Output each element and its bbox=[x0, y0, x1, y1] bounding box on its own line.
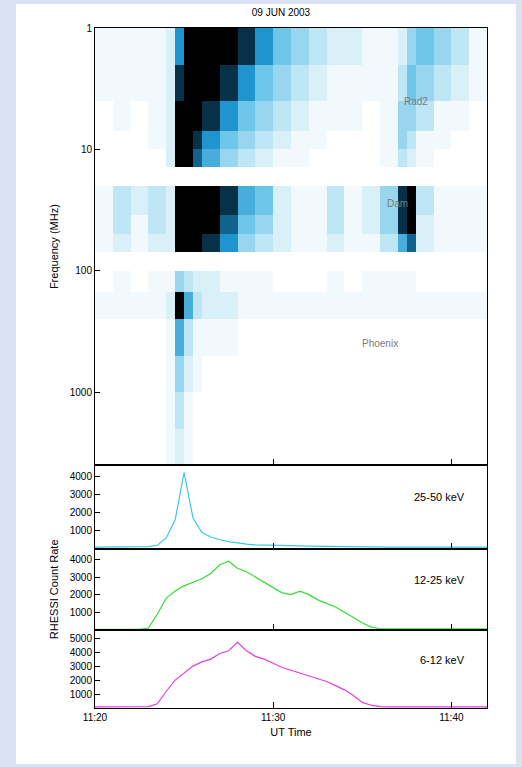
svg-text:2000: 2000 bbox=[70, 507, 93, 518]
svg-text:1000: 1000 bbox=[70, 607, 93, 618]
svg-text:25-50 keV: 25-50 keV bbox=[414, 491, 465, 503]
svg-text:3000: 3000 bbox=[70, 572, 93, 583]
svg-text:1000: 1000 bbox=[70, 689, 93, 700]
svg-text:10: 10 bbox=[81, 144, 93, 155]
svg-text:6-12 keV: 6-12 keV bbox=[420, 654, 465, 666]
svg-text:RHESSI Count Rate: RHESSI Count Rate bbox=[48, 540, 60, 640]
svg-text:100: 100 bbox=[75, 265, 92, 276]
svg-text:1000: 1000 bbox=[70, 525, 93, 536]
svg-text:11:20: 11:20 bbox=[83, 712, 108, 723]
svg-text:3000: 3000 bbox=[70, 661, 93, 672]
svg-text:4000: 4000 bbox=[70, 554, 93, 565]
svg-text:Phoenix: Phoenix bbox=[362, 338, 398, 349]
svg-text:4000: 4000 bbox=[70, 647, 93, 658]
svg-text:4000: 4000 bbox=[70, 471, 93, 482]
svg-text:Rad2: Rad2 bbox=[404, 96, 428, 107]
svg-text:5000: 5000 bbox=[70, 633, 93, 644]
svg-text:09 JUN 2003: 09 JUN 2003 bbox=[252, 7, 311, 18]
svg-text:3000: 3000 bbox=[70, 489, 93, 500]
svg-text:2000: 2000 bbox=[70, 589, 93, 600]
svg-text:Frequency (MHz): Frequency (MHz) bbox=[48, 204, 60, 289]
svg-text:1000: 1000 bbox=[70, 387, 93, 398]
svg-text:UT Time: UT Time bbox=[270, 726, 311, 738]
svg-text:12-25 keV: 12-25 keV bbox=[414, 574, 465, 586]
svg-text:11:30: 11:30 bbox=[261, 712, 286, 723]
svg-text:Dam: Dam bbox=[387, 198, 408, 209]
svg-text:2000: 2000 bbox=[70, 675, 93, 686]
svg-text:11:40: 11:40 bbox=[439, 712, 464, 723]
svg-text:1: 1 bbox=[86, 23, 92, 34]
